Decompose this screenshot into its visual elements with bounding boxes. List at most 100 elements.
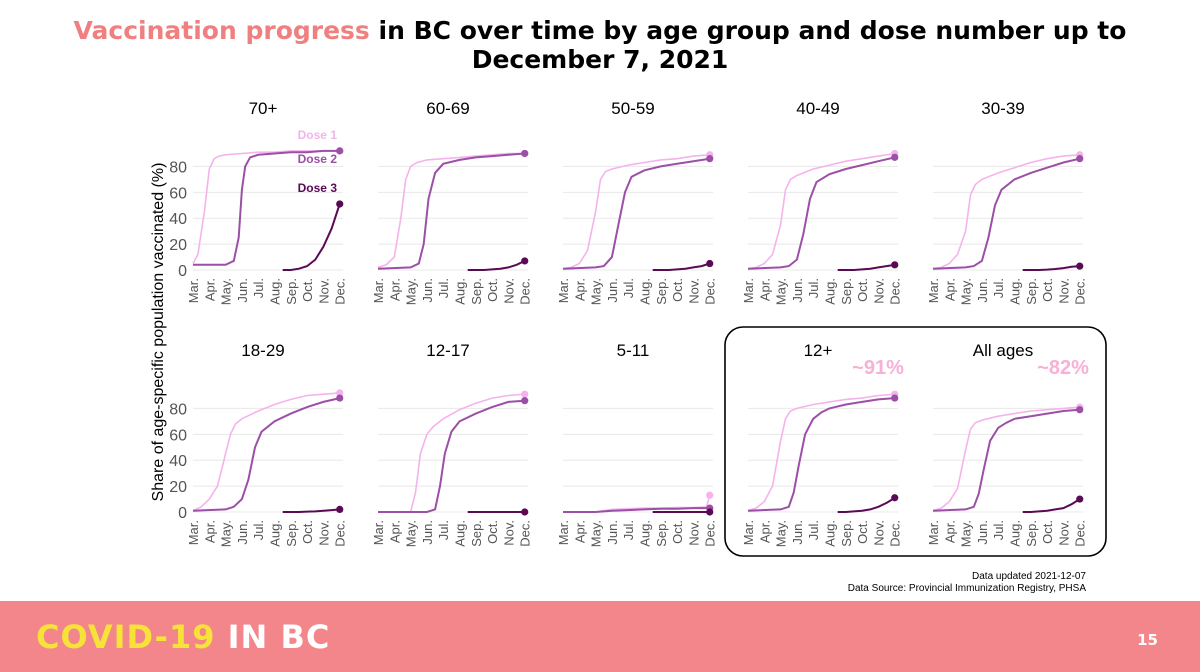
series-line-dose-2 bbox=[193, 149, 340, 266]
series-line-dose-1 bbox=[747, 393, 895, 512]
panel-title: 12+ bbox=[804, 341, 833, 360]
series-line-dose-2 bbox=[747, 156, 895, 270]
x-tick-label: Aug. bbox=[638, 278, 653, 305]
y-tick-label: 60 bbox=[169, 185, 187, 202]
x-tick-label: Dec. bbox=[333, 278, 348, 305]
panel-title: 50-59 bbox=[611, 99, 654, 118]
end-point-dose-2 bbox=[706, 155, 714, 163]
x-tick-label: Jul. bbox=[991, 278, 1006, 298]
x-tick-label: Apr. bbox=[202, 278, 217, 301]
x-tick-label: Jun. bbox=[605, 278, 620, 303]
series-line-dose-2 bbox=[377, 152, 525, 270]
series-line-dose-1 bbox=[932, 154, 1080, 270]
x-tick-label: Oct. bbox=[1040, 520, 1055, 544]
series-line-dose-3 bbox=[1022, 265, 1080, 271]
title-line2: December 7, 2021 bbox=[471, 45, 729, 74]
panel-title: 60-69 bbox=[426, 99, 469, 118]
series-line-dose-1 bbox=[747, 152, 895, 270]
x-tick-label: Sep. bbox=[839, 278, 854, 305]
brand-part1: COVID-19 bbox=[36, 618, 216, 656]
x-tick-label: Jun. bbox=[790, 520, 805, 545]
x-tick-label: Apr. bbox=[202, 520, 217, 543]
x-tick-label: Aug. bbox=[268, 520, 283, 547]
x-tick-label: Dec. bbox=[888, 278, 903, 305]
x-tick-label: Nov. bbox=[686, 278, 701, 304]
x-tick-label: Nov. bbox=[501, 278, 516, 304]
brand-part2: IN BC bbox=[227, 618, 331, 656]
end-point-dose-3 bbox=[336, 505, 344, 514]
x-tick-label: Dec. bbox=[518, 278, 533, 305]
end-point-dose-3 bbox=[1076, 262, 1084, 270]
panel-title: 18-29 bbox=[241, 341, 284, 360]
x-tick-label: Jun. bbox=[605, 520, 620, 545]
data-source: Data Source: Provincial Immunization Reg… bbox=[847, 583, 1086, 594]
series-line-dose-3 bbox=[837, 496, 896, 513]
x-tick-label: May. bbox=[404, 520, 419, 547]
title-rest: in BC over time by age group and dose nu… bbox=[369, 16, 1127, 45]
panel-title: 40-49 bbox=[796, 99, 839, 118]
y-tick-label: 0 bbox=[178, 505, 187, 522]
x-tick-label: Sep. bbox=[284, 520, 299, 547]
series-line-dose-3 bbox=[837, 263, 895, 271]
series-line-dose-1 bbox=[562, 154, 710, 270]
end-point-dose-3 bbox=[1076, 495, 1084, 503]
x-tick-label: Jul. bbox=[251, 520, 266, 540]
x-tick-label: Nov. bbox=[871, 278, 886, 304]
x-tick-label: Jun. bbox=[420, 278, 435, 303]
panel-title: 12-17 bbox=[426, 341, 469, 360]
x-tick-label: Apr. bbox=[942, 520, 957, 543]
series-line-dose-1 bbox=[192, 392, 340, 512]
series-line-dose-1 bbox=[378, 393, 525, 513]
end-point-dose-1 bbox=[521, 390, 529, 398]
end-point-dose-2 bbox=[891, 394, 899, 402]
x-tick-label: Aug. bbox=[1008, 278, 1023, 305]
x-tick-label: Mar. bbox=[556, 520, 571, 545]
x-tick-label: Aug. bbox=[268, 278, 283, 305]
end-point-dose-2 bbox=[1076, 406, 1084, 414]
title-highlight: Vaccination progress bbox=[73, 16, 370, 45]
x-tick-label: May. bbox=[959, 520, 974, 547]
panel-title: 70+ bbox=[249, 99, 278, 118]
x-tick-label: Mar. bbox=[371, 520, 386, 545]
x-tick-label: Jun. bbox=[975, 278, 990, 303]
series-line-dose-3 bbox=[282, 508, 340, 513]
x-tick-label: Mar. bbox=[741, 278, 756, 303]
data-updated: Data updated 2021-12-07 bbox=[972, 571, 1086, 582]
panel-title: 30-39 bbox=[981, 99, 1024, 118]
x-tick-label: Jun. bbox=[790, 278, 805, 303]
panel-title: All ages bbox=[973, 341, 1033, 360]
y-tick-label: 40 bbox=[169, 211, 187, 228]
end-point-dose-3 bbox=[706, 508, 714, 516]
x-tick-label: Jul. bbox=[991, 520, 1006, 540]
series-line-dose-2 bbox=[378, 399, 525, 513]
x-tick-label: Jul. bbox=[436, 278, 451, 298]
y-tick-label: 40 bbox=[169, 453, 187, 470]
x-tick-label: Oct. bbox=[855, 278, 870, 302]
x-tick-label: Mar. bbox=[741, 520, 756, 545]
y-tick-label: 80 bbox=[169, 401, 187, 418]
x-tick-label: Oct. bbox=[300, 520, 315, 544]
x-tick-label: Oct. bbox=[670, 278, 685, 302]
x-tick-label: Dec. bbox=[703, 278, 718, 305]
x-tick-label: Aug. bbox=[823, 520, 838, 547]
x-tick-label: May. bbox=[404, 278, 419, 305]
x-tick-label: Sep. bbox=[469, 520, 484, 547]
x-tick-label: Oct. bbox=[485, 278, 500, 302]
y-tick-label: 80 bbox=[169, 159, 187, 176]
end-point-dose-3 bbox=[521, 508, 529, 516]
footer-banner: COVID-19 IN BC 15 bbox=[0, 601, 1200, 672]
x-tick-label: May. bbox=[959, 278, 974, 305]
y-tick-label: 20 bbox=[169, 479, 187, 496]
x-tick-label: Nov. bbox=[316, 278, 331, 304]
x-tick-label: Jul. bbox=[621, 520, 636, 540]
highlight-box bbox=[724, 326, 1107, 557]
x-tick-label: Jun. bbox=[235, 520, 250, 545]
x-tick-label: Jun. bbox=[975, 520, 990, 545]
page-title: Vaccination progress in BC over time by … bbox=[0, 16, 1200, 74]
legend-label: Dose 3 bbox=[298, 181, 338, 195]
x-tick-label: Sep. bbox=[1024, 520, 1039, 547]
x-tick-label: May. bbox=[589, 520, 604, 547]
x-tick-label: Jul. bbox=[806, 278, 821, 298]
x-tick-label: Jun. bbox=[420, 520, 435, 545]
